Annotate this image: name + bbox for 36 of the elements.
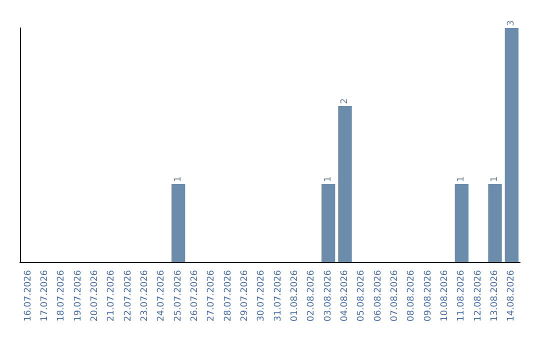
x-tick-label: 10.08.2026 bbox=[440, 270, 450, 322]
data-label: 1 bbox=[323, 176, 334, 182]
x-tick-label: 28.07.2026 bbox=[223, 270, 234, 322]
x-tick-label: 12.08.2026 bbox=[473, 270, 484, 322]
x-tick-label: 30.07.2026 bbox=[256, 270, 267, 322]
x-tick-label: 14.08.2026 bbox=[506, 270, 517, 322]
x-tick-label: 22.07.2026 bbox=[123, 270, 134, 322]
x-tick-label: 02.08.2026 bbox=[306, 270, 317, 322]
x-tick-label: 29.07.2026 bbox=[240, 270, 250, 322]
x-tick-label: 06.08.2026 bbox=[373, 270, 384, 322]
x-tick-label: 11.08.2026 bbox=[456, 270, 467, 322]
x-tick-label: 13.08.2026 bbox=[490, 270, 500, 322]
x-tick-label: 17.07.2026 bbox=[40, 270, 50, 322]
x-tick-label: 25.07.2026 bbox=[173, 270, 184, 322]
x-tick-label: 16.07.2026 bbox=[23, 270, 34, 322]
x-tick-label: 27.07.2026 bbox=[206, 270, 217, 322]
data-label: 1 bbox=[490, 176, 500, 182]
data-label: 1 bbox=[456, 176, 467, 182]
x-tick-label: 26.07.2026 bbox=[190, 270, 200, 322]
x-tick-label: 31.07.2026 bbox=[273, 270, 284, 322]
x-tick-label: 01.08.2026 bbox=[290, 270, 300, 322]
x-tick-label: 05.08.2026 bbox=[356, 270, 367, 322]
x-tick-label: 08.08.2026 bbox=[406, 270, 417, 322]
x-tick-label: 09.08.2026 bbox=[423, 270, 434, 322]
x-tick-label: 24.07.2026 bbox=[156, 270, 167, 322]
data-label: 3 bbox=[506, 20, 517, 26]
x-tick-label: 20.07.2026 bbox=[90, 270, 100, 322]
x-tick-label: 04.08.2026 bbox=[340, 270, 350, 322]
data-label: 2 bbox=[340, 98, 350, 104]
x-tick-label: 18.07.2026 bbox=[56, 270, 67, 322]
x-tick-label: 21.07.2026 bbox=[106, 270, 117, 322]
data-label: 1 bbox=[173, 176, 184, 182]
x-tick-label: 23.07.2026 bbox=[140, 270, 150, 322]
x-tick-label: 03.08.2026 bbox=[323, 270, 334, 322]
x-tick-label: 19.07.2026 bbox=[73, 270, 84, 322]
x-tick-label: 07.08.2026 bbox=[390, 270, 400, 322]
